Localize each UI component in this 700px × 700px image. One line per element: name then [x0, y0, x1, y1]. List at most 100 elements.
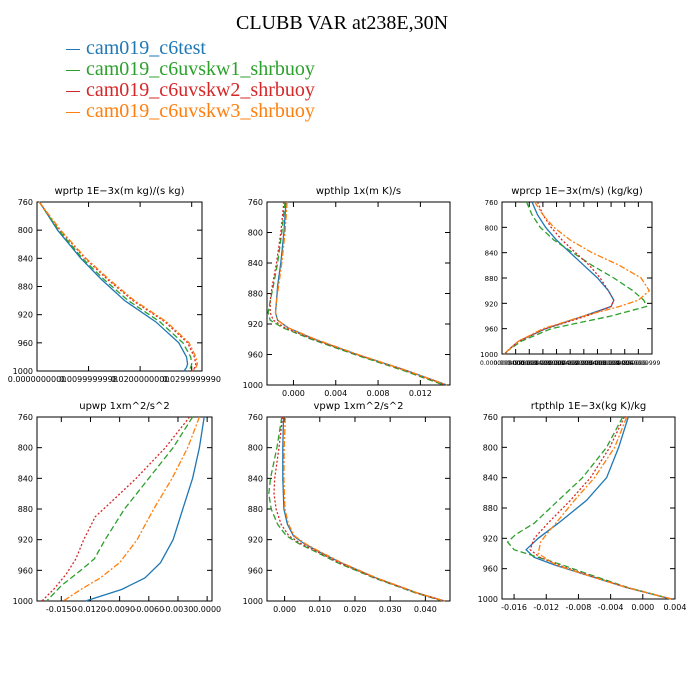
y-tick-label: 760 — [483, 413, 498, 422]
legend-label: cam019_c6test — [86, 37, 206, 59]
x-tick-label: -0.016 — [501, 603, 527, 612]
panel-frame — [266, 201, 451, 386]
series-line-4 — [62, 416, 201, 602]
y-tick-label: 840 — [248, 259, 263, 268]
series-line-2 — [38, 201, 193, 372]
series-line-2 — [46, 416, 194, 602]
panel-3: wprcp 1E−3x(m/s) (kg/kg) 760 800 840 880 920 9… — [480, 186, 660, 367]
panel-frame — [36, 416, 213, 602]
y-tick-label: 840 — [18, 254, 33, 263]
panel-frame — [501, 416, 676, 600]
x-tick-label: 0.0099999998 — [59, 375, 118, 384]
series-line-1 — [85, 416, 205, 602]
series-line-2 — [267, 201, 444, 386]
series-line-2 — [268, 416, 444, 602]
x-tick-label: 0.004 — [664, 603, 687, 612]
x-tick-label: 0.0000000000 — [480, 360, 524, 367]
series-line-3 — [529, 416, 672, 600]
y-tick-label: 800 — [18, 226, 33, 235]
x-tick-label: 0.0024999999 — [548, 360, 592, 367]
x-tick-label: -0.0090 — [104, 605, 135, 614]
series-line-3 — [269, 201, 447, 386]
y-tick-label: 960 — [248, 351, 263, 360]
x-tick-label: 0.0014999999 — [521, 360, 565, 367]
x-tick-label: 0.030 — [379, 605, 402, 614]
x-tick-label: -0.0060 — [133, 605, 164, 614]
x-tick-label: 0.0039999999 — [589, 360, 633, 367]
series-line-4 — [537, 416, 672, 600]
y-tick-label: 880 — [248, 290, 263, 299]
y-tick-label: 880 — [485, 275, 498, 283]
series-line-4 — [38, 201, 199, 372]
series-line-2 — [506, 416, 672, 600]
legend-label: cam019_c6uvskw3_shrbuoy — [86, 100, 315, 122]
x-tick-label: -0.008 — [566, 603, 592, 612]
series-line-2 — [504, 201, 648, 355]
x-tick-label: 0.0044999999 — [603, 360, 647, 367]
legend-line-uvskw2 — [66, 90, 80, 93]
x-tick-label: 0.0034999999 — [576, 360, 620, 367]
x-tick-label: -0.012 — [533, 603, 559, 612]
x-tick-label: 0.040 — [414, 605, 437, 614]
x-tick-label: 0.0029999999 — [562, 360, 606, 367]
y-tick-label: 840 — [483, 474, 498, 483]
legend-entry-uvskw2: cam019_c6uvskw2_shrbuoy — [66, 80, 315, 101]
panel-5: vpwp 1xm^2/s^2 760 800 840 880 920 960 1000 0.00… — [243, 401, 451, 614]
y-tick-label: 1000 — [243, 381, 263, 390]
x-tick-label: -0.0030 — [163, 605, 194, 614]
x-tick-label: 0.020 — [344, 605, 367, 614]
panel-title: wprtp 1E−3x(m kg)/(s kg) — [55, 186, 185, 197]
x-tick-label: 0.008 — [367, 389, 390, 398]
panel-frame — [36, 201, 203, 372]
panel-title: rtpthlp 1E−3x(kg K)/kg — [531, 401, 646, 412]
y-tick-label: 1000 — [480, 351, 498, 359]
panel-title: upwp 1xm^2/s^2 — [79, 401, 169, 412]
y-tick-label: 800 — [483, 443, 498, 452]
y-tick-label: 960 — [18, 339, 33, 348]
y-tick-label: 1000 — [13, 597, 33, 606]
legend-label: cam019_c6uvskw2_shrbuoy — [86, 79, 315, 101]
x-tick-label: 0.004 — [324, 389, 347, 398]
series-line-1 — [274, 201, 448, 386]
y-tick-label: 840 — [485, 250, 498, 258]
x-tick-label: 0.0049999999 — [616, 360, 660, 367]
series-line-4 — [504, 201, 651, 355]
y-tick-label: 800 — [248, 444, 263, 453]
series-line-3 — [38, 201, 197, 372]
y-tick-label: 840 — [248, 474, 263, 483]
x-tick-label: 0.0000 — [193, 605, 221, 614]
y-tick-label: 760 — [18, 198, 33, 207]
x-tick-label: 0.0009999999 — [507, 360, 551, 367]
legend-line-uvskw1 — [66, 69, 80, 72]
panel-title: wprcp 1E−3x(m/s) (kg/kg) — [511, 186, 643, 197]
y-tick-label: 920 — [483, 534, 498, 543]
x-tick-label: -0.0120 — [75, 605, 106, 614]
panel-title: vpwp 1xm^2/s^2 — [313, 401, 403, 412]
y-tick-label: 1000 — [13, 367, 33, 376]
panel-2: wpthlp 1x(m K)/s 760 800 840 880 920 960 1000 0.… — [243, 186, 451, 398]
panel-4: upwp 1xm^2/s^2 760 800 840 880 920 960 1000 -0.0… — [13, 401, 221, 614]
legend: cam019_c6test cam019_c6uvskw1_shrbuoy ca… — [66, 38, 315, 122]
y-tick-label: 760 — [248, 198, 263, 207]
x-tick-label: -0.004 — [598, 603, 624, 612]
y-tick-label: 800 — [248, 229, 263, 238]
x-tick-label: -0.0150 — [46, 605, 77, 614]
y-tick-label: 880 — [18, 283, 33, 292]
panel-frame — [266, 416, 451, 602]
y-tick-label: 760 — [18, 413, 33, 422]
y-tick-label: 1000 — [478, 595, 498, 604]
x-tick-label: 0.000 — [631, 603, 654, 612]
y-tick-label: 800 — [18, 444, 33, 453]
y-tick-label: 920 — [18, 311, 33, 320]
y-tick-label: 960 — [248, 566, 263, 575]
panel-frame — [501, 201, 653, 355]
series-line-1 — [39, 201, 189, 372]
legend-entry-uvskw3: cam019_c6uvskw3_shrbuoy — [66, 101, 315, 122]
y-tick-label: 960 — [485, 326, 498, 334]
y-tick-label: 960 — [18, 566, 33, 575]
y-tick-label: 760 — [248, 413, 263, 422]
y-tick-label: 1000 — [243, 597, 263, 606]
legend-label: cam019_c6uvskw1_shrbuoy — [86, 58, 315, 80]
y-tick-label: 880 — [483, 504, 498, 513]
